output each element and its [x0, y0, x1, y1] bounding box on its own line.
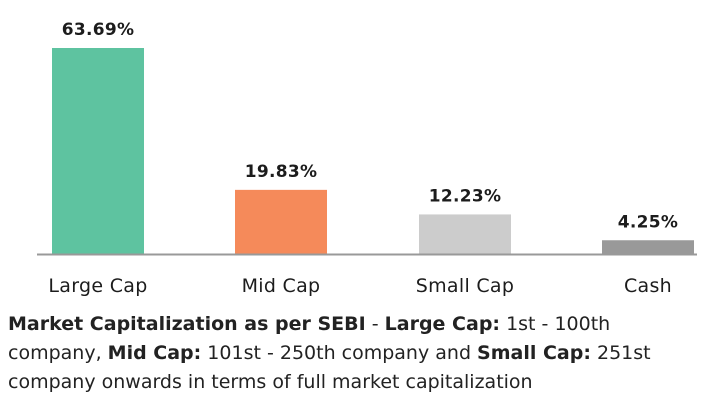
footnote-large-cap-term: Large Cap: — [384, 313, 501, 335]
bar-chart: 63.69% Large Cap 19.83% Mid Cap 12.23% Small … — [37, 20, 697, 297]
value-label-mid-cap: 19.83% — [245, 162, 318, 182]
footnote: Market Capitalization as per SEBI - Larg… — [8, 310, 708, 397]
bar-mid-cap — [235, 189, 327, 254]
footnote-mid-cap-def: 101st - 250th company and — [201, 342, 478, 364]
footnote-large-cap-def: 1st - 100th company, — [8, 313, 611, 364]
value-label-small-cap: 12.23% — [429, 186, 502, 206]
footnote-separator: - — [365, 313, 385, 335]
footnote-small-cap-term: Small Cap: — [477, 342, 591, 364]
value-label-large-cap: 63.69% — [62, 20, 135, 40]
footnote-small-cap-def: 251st company onwards in terms of full m… — [8, 342, 651, 393]
bar-chart-svg: 63.69% Large Cap 19.83% Mid Cap 12.23% Small … — [37, 20, 697, 297]
bar-large-cap — [52, 48, 144, 254]
bar-cash — [602, 240, 694, 254]
category-label-cash: Cash — [624, 275, 672, 297]
footnote-title: Market Capitalization as per SEBI — [8, 313, 366, 335]
category-label-mid-cap: Mid Cap — [242, 275, 321, 297]
category-label-small-cap: Small Cap — [416, 275, 514, 297]
category-label-large-cap: Large Cap — [48, 275, 147, 297]
footnote-mid-cap-term: Mid Cap: — [107, 342, 202, 364]
bar-small-cap — [419, 214, 511, 254]
value-label-cash: 4.25% — [618, 212, 678, 232]
